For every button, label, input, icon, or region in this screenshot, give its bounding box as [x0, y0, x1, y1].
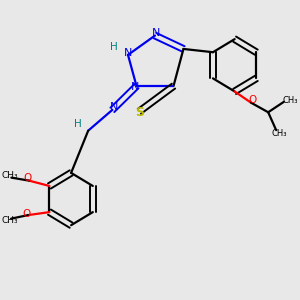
- Text: N: N: [152, 28, 160, 38]
- Text: H: H: [110, 42, 118, 52]
- Text: H: H: [74, 119, 81, 129]
- Text: O: O: [23, 173, 32, 183]
- Text: O: O: [22, 209, 31, 220]
- Text: N: N: [110, 102, 118, 112]
- Text: N: N: [124, 47, 132, 58]
- Text: S: S: [135, 106, 144, 119]
- Text: CH₃: CH₃: [1, 216, 18, 225]
- Text: CH₃: CH₃: [282, 97, 298, 106]
- Text: N: N: [131, 82, 139, 92]
- Text: CH₃: CH₃: [2, 171, 18, 180]
- Text: O: O: [248, 95, 257, 105]
- Text: CH₃: CH₃: [271, 129, 287, 138]
